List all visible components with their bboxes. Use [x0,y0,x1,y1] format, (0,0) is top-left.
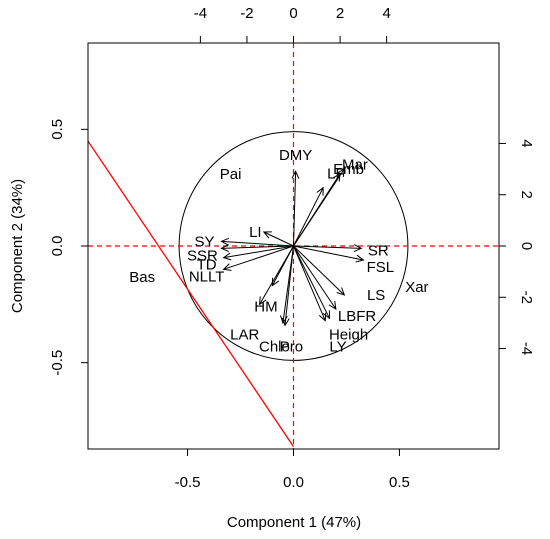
arrow-fsl [293,245,364,261]
x2-tick-label: 4 [382,5,390,22]
arrowhead-sy [220,237,230,246]
arrow-li [263,231,294,247]
arrowhead-lar [259,296,267,306]
arrowhead-dmy [291,170,300,179]
variable-label-fsl: FSL [367,259,395,276]
variable-label-ls: LS [367,287,385,304]
variable-label-pro: Pro [280,338,303,355]
x-tick-label: -0.5 [175,474,201,491]
y2-tick-label: 2 [518,191,535,199]
y-axis-right: -4 -2 0 2 4 [499,139,535,355]
observation-label-bas: Bas [129,269,155,286]
x-tick-label: 0.0 [283,474,304,491]
variable-label-ly: LY [329,338,346,355]
arrow-dmy [293,171,297,247]
arrowhead-mar [337,168,345,177]
y-tick-label: -0.5 [49,350,66,376]
arrowhead-fsl [355,254,365,263]
arrowhead-ls [336,287,346,296]
arrow-emb [293,173,341,247]
x2-tick-label: 0 [289,5,297,22]
x2-tick-label: 2 [336,5,344,22]
y2-tick-label: 0 [518,242,535,250]
observation-label-pai: Pai [220,166,242,183]
x2-tick-label: -2 [240,5,253,22]
variable-label-chlo: Chlo [259,338,290,355]
y-axis-left: -0.5 0.0 0.5 [49,119,88,376]
arrowhead-ly [318,312,327,322]
x-tick-label: 0.5 [389,474,410,491]
arrowhead-nllt [222,263,232,271]
arrow-heigh [293,245,330,319]
observation-label-xar: Xar [405,279,428,296]
variable-label-dmy: DMY [279,147,312,164]
arrow-sr [293,245,362,249]
variable-label-hm: HM [254,299,277,316]
arrow-nllt [223,245,294,270]
arrowhead-lbfr [328,301,337,310]
y-tick-label: 0.0 [49,236,66,257]
arrow-ssr [221,245,294,249]
arrow-ls [293,245,345,296]
x-axis-bottom: -0.5 0.0 0.5 [175,448,410,491]
arrowhead-td [222,252,232,261]
arrowhead-hm [271,277,280,287]
arrow-pro [284,245,294,326]
variable-label-td: TD [197,257,217,274]
arrow-ly [293,245,326,321]
variable-label-nllt: NLLT [189,268,225,285]
variable-arrows [220,168,365,327]
variable-label-lf: LF [327,166,345,183]
arrowhead-emb [333,172,341,182]
arrowhead-lf [316,186,324,196]
variable-label-sr: SR [368,243,389,260]
y2-tick-label: -2 [518,291,535,304]
variable-label-lar: LAR [230,327,259,344]
variable-label-ssr: SSR [187,247,218,264]
arrowhead-li [262,231,272,239]
arrow-lar [259,245,294,305]
arrow-sy [221,240,294,247]
variable-label-heigh: Heigh [329,327,368,344]
y-tick-label: 0.5 [49,119,66,140]
arrowhead-ssr [220,244,229,253]
arrow-td [223,245,294,259]
variable-label-mar: Mar [342,156,368,173]
x-axis-top: -4 -2 0 2 4 [194,5,391,43]
variable-label-li: LI [249,224,262,241]
slanted-reference-line [88,139,295,448]
arrow-lf [293,187,324,247]
y2-tick-label: -4 [518,342,535,355]
variable-label-emb: Emb [333,161,364,178]
variable-label-sy: SY [195,233,215,250]
arrow-lbfr [293,245,337,310]
x-axis-title: Component 1 (47%) [227,514,361,531]
y-axis-title: Component 2 (34%) [9,179,26,313]
y2-tick-label: 4 [518,139,535,147]
arrowhead-pro [281,317,290,327]
x2-tick-label: -4 [194,5,207,22]
variable-label-lbfr: LBFR [338,308,377,325]
observation-labels: Pai Bas Xar [129,166,428,296]
arrowhead-sr [353,244,363,253]
